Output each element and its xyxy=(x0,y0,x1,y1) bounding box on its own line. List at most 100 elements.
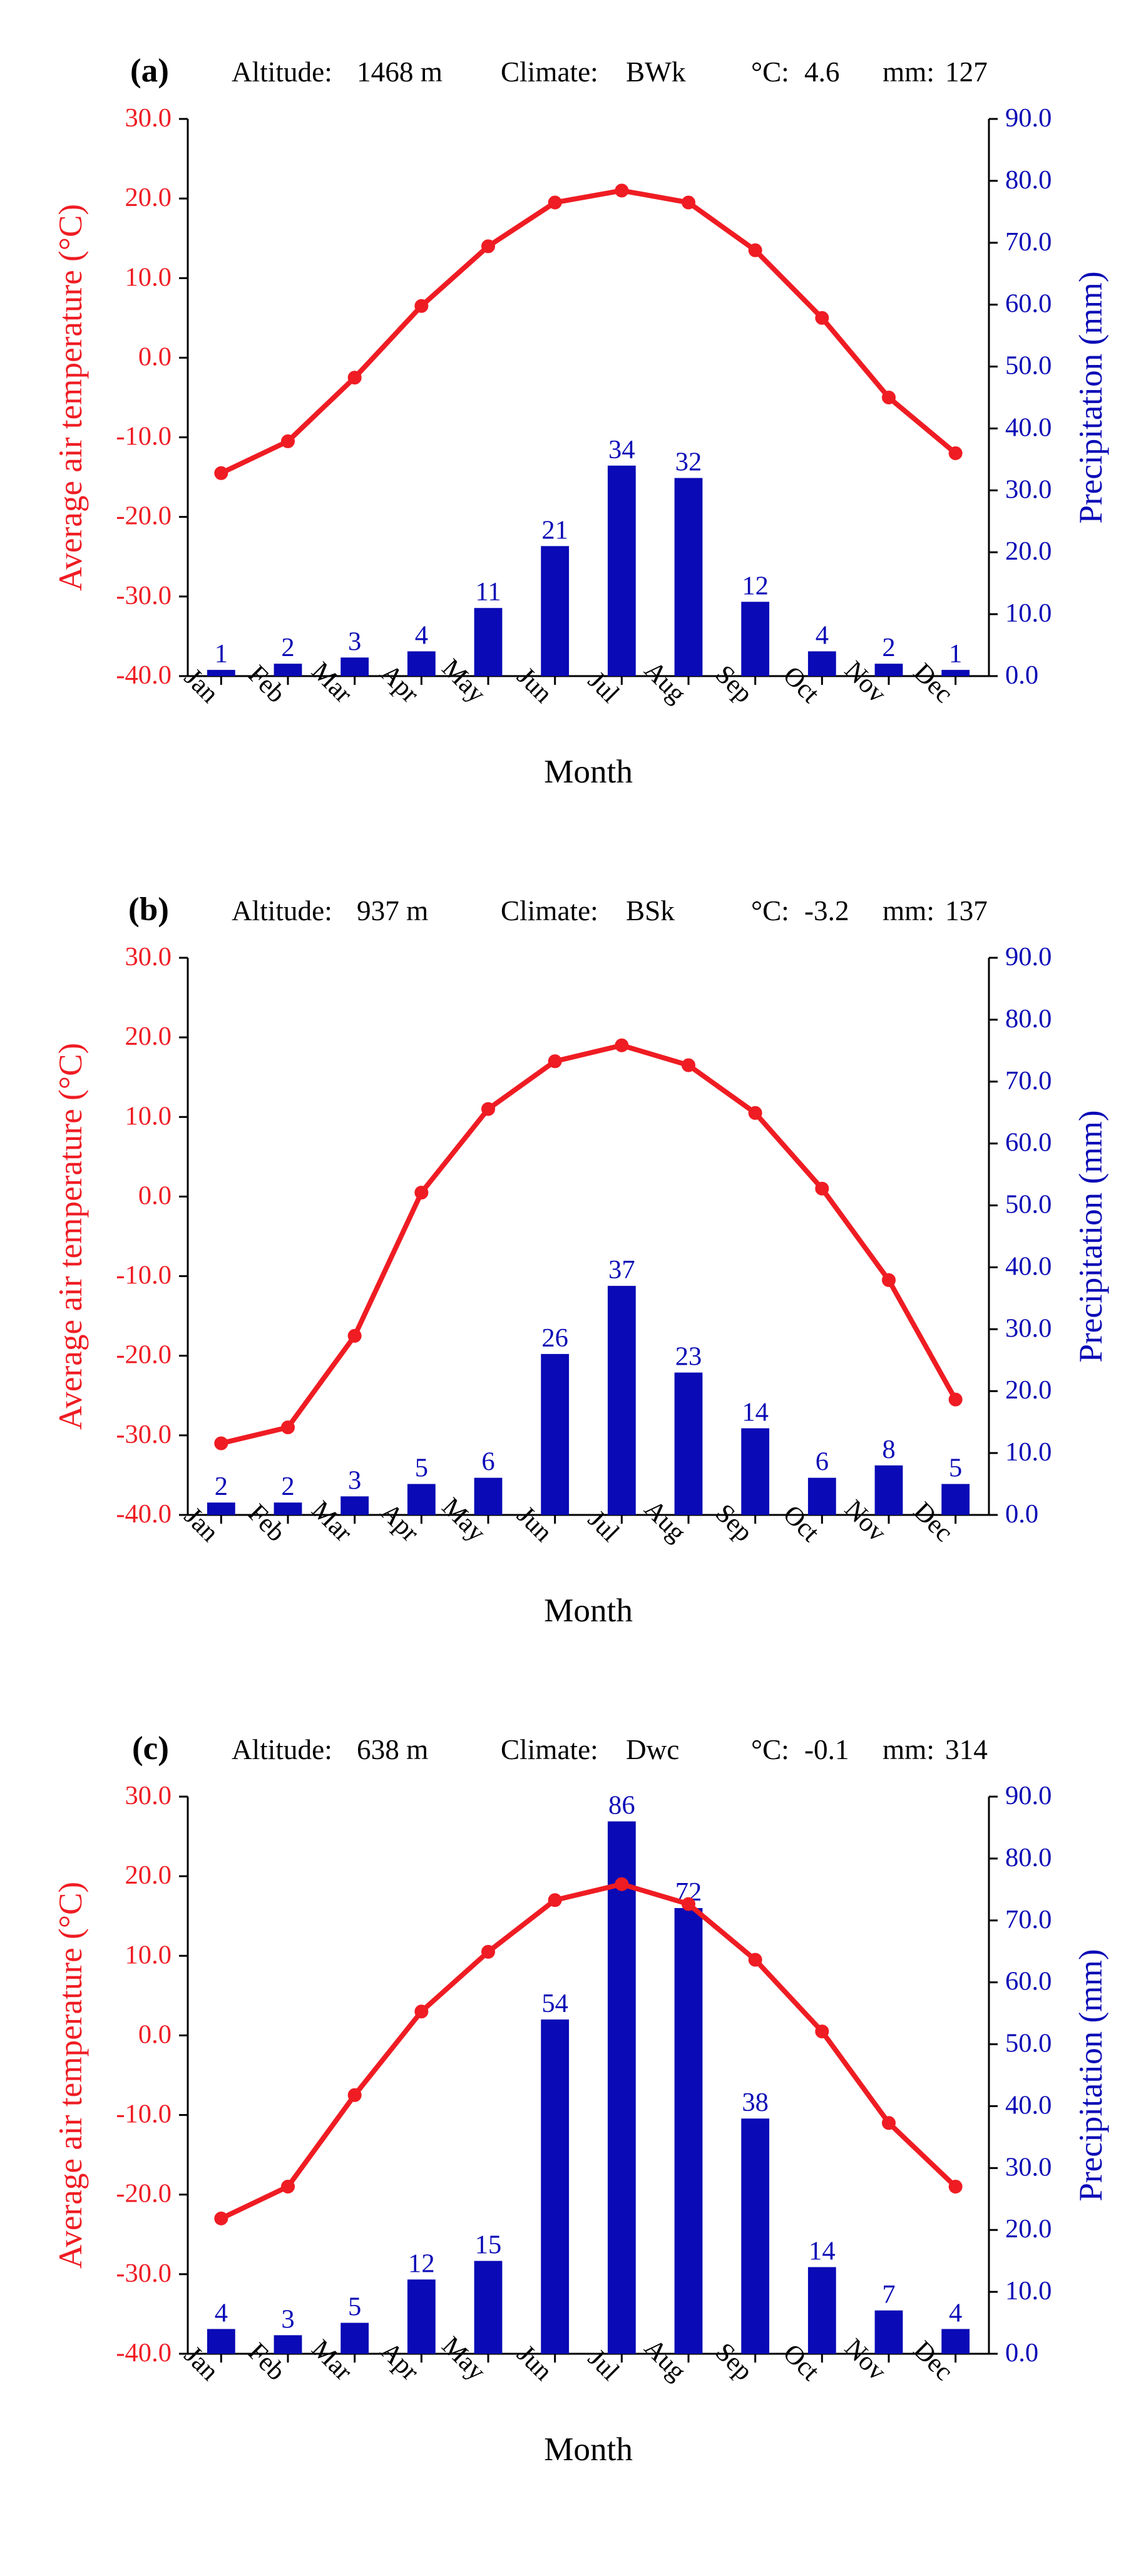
precip-bar xyxy=(741,602,769,676)
precip-bar-label: 14 xyxy=(742,1398,769,1427)
precip-bar-label: 2 xyxy=(281,1472,294,1501)
y-right-tick-label: 50.0 xyxy=(1005,1190,1052,1219)
precip-bar-label: 5 xyxy=(415,1454,428,1483)
precip-bar-label: 14 xyxy=(809,2237,836,2266)
y-right-tick-label: 10.0 xyxy=(1005,598,1052,628)
temperature-marker xyxy=(615,1878,628,1891)
panel-bg xyxy=(13,1690,1131,2504)
y-left-tick-label: 0.0 xyxy=(138,342,171,371)
temperature-marker xyxy=(482,240,494,252)
hdr-climate-label: Climate: xyxy=(501,895,598,926)
precip-bar xyxy=(340,657,369,676)
precip-bar xyxy=(608,1286,636,1515)
hdr-temp-value: -0.1 xyxy=(804,1734,849,1765)
y-left-tick-label: 30.0 xyxy=(125,1781,171,1810)
precip-bar-label: 4 xyxy=(415,620,428,650)
y-right-tick-label: 30.0 xyxy=(1005,2152,1052,2182)
hdr-altitude-value: 937 m xyxy=(357,895,428,926)
y-left-tick-label: 10.0 xyxy=(125,262,171,292)
y-left-tick-label: 20.0 xyxy=(125,1022,171,1051)
precip-bar xyxy=(941,2329,970,2354)
y-left-tick-label: 0.0 xyxy=(138,2019,171,2049)
x-axis-label: Month xyxy=(544,753,633,790)
precip-bar xyxy=(274,1502,302,1515)
precip-bar xyxy=(741,2118,769,2354)
temperature-marker xyxy=(883,391,895,404)
precip-bar-label: 23 xyxy=(675,1342,702,1372)
climate-panel: (c)Altitude:638 mClimate:Dwc°C:-0.1mm:31… xyxy=(13,1690,1131,2504)
temperature-marker xyxy=(816,2025,828,2038)
precip-bar xyxy=(875,2311,903,2354)
precip-bar-label: 37 xyxy=(608,1255,635,1285)
precip-bar xyxy=(541,2019,569,2354)
hdr-precip-label: mm: xyxy=(883,1734,934,1765)
temperature-marker xyxy=(549,1894,561,1906)
hdr-altitude-value: 1468 m xyxy=(357,56,443,88)
y-left-tick-label: 10.0 xyxy=(125,1940,171,1969)
temperature-marker xyxy=(415,1186,427,1199)
temperature-marker xyxy=(682,1898,695,1911)
temperature-marker xyxy=(349,371,361,384)
temperature-marker xyxy=(749,1954,762,1966)
precip-bar-label: 34 xyxy=(608,435,635,464)
precip-bar-label: 12 xyxy=(742,571,769,600)
hdr-climate-label: Climate: xyxy=(501,56,598,88)
precip-bar-label: 15 xyxy=(475,2230,502,2260)
y-right-axis-label: Precipitation (mm) xyxy=(1072,271,1109,523)
temperature-marker xyxy=(615,1039,628,1052)
temperature-marker xyxy=(482,1946,494,1958)
y-left-tick-label: -10.0 xyxy=(116,422,171,451)
temperature-marker xyxy=(816,1183,828,1195)
hdr-altitude-label: Altitude: xyxy=(232,1734,332,1765)
precip-bar-label: 4 xyxy=(816,620,829,650)
y-right-tick-label: 50.0 xyxy=(1005,351,1052,381)
y-right-tick-label: 0.0 xyxy=(1005,660,1038,690)
y-right-tick-label: 0.0 xyxy=(1005,1499,1038,1529)
y-right-axis-label: Precipitation (mm) xyxy=(1072,1949,1109,2201)
y-left-tick-label: -30.0 xyxy=(116,581,171,610)
hdr-temp-label: °C: xyxy=(751,895,789,926)
precip-bar xyxy=(207,670,235,676)
y-right-tick-label: 20.0 xyxy=(1005,1375,1052,1405)
y-right-tick-label: 70.0 xyxy=(1005,227,1052,257)
climate-panel: (b)Altitude:937 mClimate:BSk°C:-3.2mm:13… xyxy=(13,851,1131,1665)
panel-tag: (c) xyxy=(132,1730,169,1767)
hdr-precip-label: mm: xyxy=(883,56,934,88)
precip-bar-label: 11 xyxy=(476,577,501,607)
precip-bar-label: 1 xyxy=(215,639,228,669)
precip-bar xyxy=(608,1822,636,2354)
precip-bar xyxy=(941,1484,970,1515)
climate-panel-wrap: (a)Altitude:1468 mClimate:BWk°C:4.6mm:12… xyxy=(13,13,1131,826)
precip-bar-label: 7 xyxy=(882,2280,895,2309)
y-left-tick-label: 30.0 xyxy=(125,942,171,972)
precip-bar-label: 5 xyxy=(949,1454,962,1483)
temperature-marker xyxy=(215,1437,227,1450)
hdr-precip-label: mm: xyxy=(883,895,934,926)
y-left-tick-label: -30.0 xyxy=(116,2259,171,2288)
panel-tag: (a) xyxy=(130,52,169,89)
precip-bar xyxy=(541,1354,569,1515)
temperature-marker xyxy=(883,1274,895,1286)
precip-bar-label: 38 xyxy=(742,2088,769,2117)
climate-panel: (a)Altitude:1468 mClimate:BWk°C:4.6mm:12… xyxy=(13,13,1131,826)
y-right-tick-label: 30.0 xyxy=(1005,475,1052,504)
precip-bar xyxy=(875,1465,903,1515)
y-left-tick-label: -10.0 xyxy=(116,1261,171,1290)
precip-bar-label: 54 xyxy=(541,1989,568,2018)
y-right-tick-label: 20.0 xyxy=(1005,536,1052,566)
temperature-marker xyxy=(549,1055,561,1067)
hdr-precip-value: 314 xyxy=(945,1734,988,1765)
y-right-tick-label: 60.0 xyxy=(1005,289,1052,319)
y-left-axis-label: Average air temperature (°C) xyxy=(52,204,89,591)
y-left-tick-label: -20.0 xyxy=(116,501,171,531)
x-axis-label: Month xyxy=(544,2431,633,2468)
temperature-marker xyxy=(615,184,628,197)
y-right-tick-label: 90.0 xyxy=(1005,942,1052,972)
panel-tag: (b) xyxy=(128,891,169,928)
y-left-tick-label: 0.0 xyxy=(138,1181,171,1210)
y-left-tick-label: -10.0 xyxy=(116,2100,171,2129)
precip-bar-label: 5 xyxy=(348,2292,361,2322)
y-left-tick-label: -20.0 xyxy=(116,2179,171,2209)
y-right-tick-label: 70.0 xyxy=(1005,1066,1052,1096)
hdr-climate-label: Climate: xyxy=(501,1734,598,1765)
